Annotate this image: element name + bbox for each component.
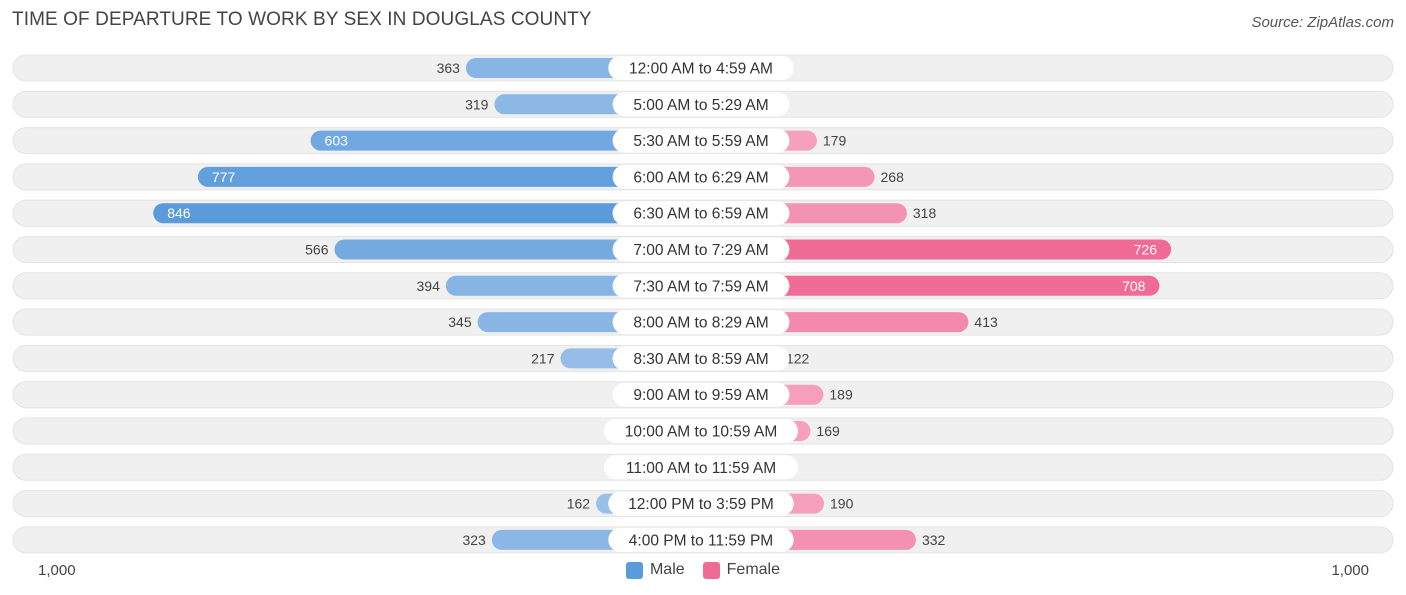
legend: Male Female: [0, 561, 1406, 579]
legend-label-female: Female: [726, 561, 781, 578]
value-label-male: 323: [462, 532, 486, 548]
value-label-female: 190: [830, 496, 854, 512]
axis-left-label: 1,000: [38, 562, 76, 579]
bar-male: [153, 203, 712, 224]
category-label: 8:00 AM to 8:29 AM: [633, 315, 768, 332]
bar-female: [691, 275, 1160, 296]
value-label-female: 169: [816, 423, 840, 439]
category-label: 7:00 AM to 7:29 AM: [633, 242, 768, 259]
value-label-male: 777: [212, 169, 236, 185]
chart-row: 566 726 7:00 AM to 7:29 AM: [12, 236, 1394, 263]
category-label: 9:00 AM to 9:59 AM: [633, 387, 768, 404]
category-label: 12:00 AM to 4:59 AM: [629, 61, 773, 78]
chart-row: 3636112:00 AM to 4:59 AM: [12, 54, 1394, 82]
legend-label-male: Male: [649, 561, 685, 578]
diverging-bar-chart: 3636112:00 AM to 4:59 AM 319455:00 AM to …: [12, 54, 1394, 554]
category-label-background: [612, 128, 790, 153]
value-label-female: 179: [823, 133, 847, 149]
axis-right-label: 1,000: [1331, 562, 1369, 579]
category-label-background: [612, 382, 790, 407]
value-label-male: 217: [531, 350, 555, 366]
legend-item-male: Male: [625, 561, 685, 579]
bar-male: [197, 166, 711, 187]
chart-row: 611899:00 AM to 9:59 AM: [12, 381, 1394, 409]
category-label-background: [608, 491, 794, 516]
chart-row: 603 179 5:30 AM to 5:59 AM: [12, 127, 1394, 155]
chart-row: 323 332 4:00 PM to 11:59 PM: [12, 526, 1394, 554]
category-label-background: [612, 237, 790, 262]
category-label: 6:00 AM to 6:29 AM: [633, 169, 768, 186]
chart-row: 846 318 6:30 AM to 6:59 AM: [12, 199, 1394, 227]
value-label-female: 189: [829, 387, 853, 403]
category-label-background: [608, 56, 794, 80]
chart-row: 394 708 7:30 AM to 7:59 AM: [12, 272, 1394, 300]
category-label-background: [612, 201, 790, 226]
category-label-background: [604, 455, 798, 480]
value-label-male: 566: [305, 242, 329, 258]
legend-swatch-female: [702, 561, 720, 579]
value-label-female: 708: [1122, 278, 1146, 294]
value-label-female: 122: [786, 350, 810, 366]
value-label-female: 726: [1134, 242, 1158, 258]
chart-row: 162 190 12:00 PM to 3:59 PM: [12, 490, 1394, 518]
category-label-background: [608, 527, 794, 552]
bar-female: [691, 239, 1172, 260]
value-label-female: 268: [881, 169, 905, 185]
chart-row: 777 268 6:00 AM to 6:29 AM: [12, 163, 1394, 191]
category-label-background: [604, 419, 798, 443]
category-label-background: [612, 164, 790, 189]
category-label-background: [612, 310, 790, 335]
category-label: 6:30 AM to 6:59 AM: [633, 206, 768, 223]
category-label: 8:30 AM to 8:59 AM: [633, 351, 768, 368]
value-label-male: 345: [448, 314, 472, 330]
value-label-male: 603: [325, 133, 349, 149]
category-label: 12:00 PM to 3:59 PM: [628, 496, 774, 513]
category-label: 7:30 AM to 7:59 AM: [633, 278, 768, 295]
chart-row: 345 413 8:00 AM to 8:29 AM: [12, 308, 1394, 336]
category-label: 4:00 PM to 11:59 PM: [629, 532, 773, 549]
chart-row: 507411:00 AM to 11:59 AM: [12, 453, 1394, 481]
category-label-background: [612, 346, 790, 371]
category-label: 5:00 AM to 5:29 AM: [633, 97, 768, 114]
category-label: 5:30 AM to 5:59 AM: [633, 133, 768, 150]
chart-row: 8016910:00 AM to 10:59 AM: [12, 417, 1394, 445]
bar-male: [310, 130, 711, 151]
source-label: Source: ZipAtlas.com: [1251, 14, 1394, 31]
category-label: 10:00 AM to 10:59 AM: [625, 424, 778, 441]
value-label-male: 162: [567, 496, 591, 512]
value-label-female: 413: [974, 314, 998, 330]
value-label-male: 846: [167, 205, 191, 221]
chart-row: 319455:00 AM to 5:29 AM: [12, 90, 1394, 118]
legend-item-female: Female: [702, 561, 781, 579]
value-label-male: 319: [465, 96, 489, 112]
chart-title: TIME OF DEPARTURE TO WORK BY SEX IN DOUG…: [12, 9, 592, 30]
value-label-female: 318: [913, 205, 937, 221]
value-label-female: 332: [922, 532, 946, 548]
chart-row: 217 122 8:30 AM to 8:59 AM: [12, 344, 1394, 372]
value-label-male: 363: [437, 60, 461, 76]
legend-swatch-male: [625, 561, 643, 579]
category-label: 11:00 AM to 11:59 AM: [626, 460, 776, 477]
category-label-background: [612, 273, 790, 298]
category-label-background: [612, 92, 790, 117]
value-label-male: 394: [417, 278, 441, 294]
